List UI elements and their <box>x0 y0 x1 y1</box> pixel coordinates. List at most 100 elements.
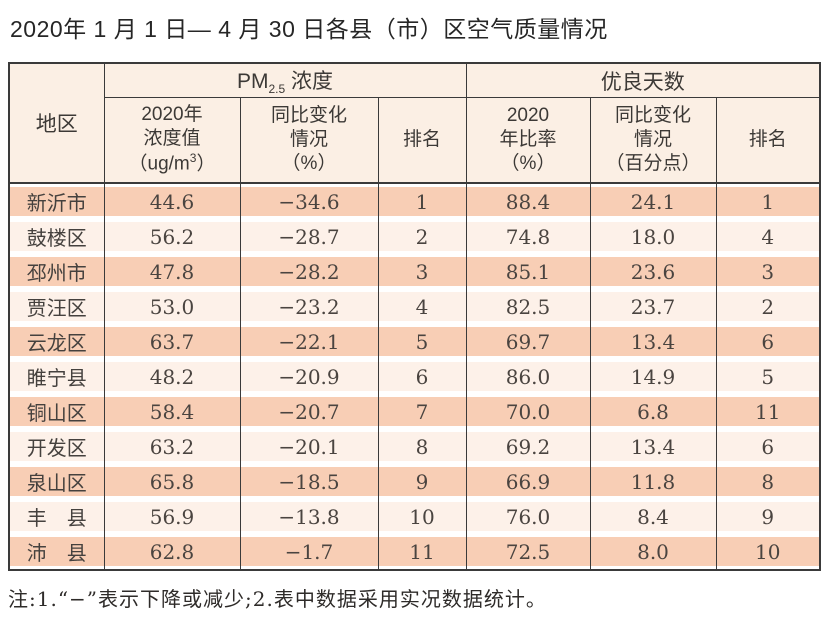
pm-rank-cell: 3 <box>377 254 467 289</box>
days-change-cell: 11.8 <box>589 464 717 499</box>
pm-value-cell: 65.8 <box>103 464 241 499</box>
header-region: 地区 <box>8 63 105 183</box>
region-cell: 丰 县 <box>8 499 105 534</box>
days-rank-cell: 10 <box>715 534 821 570</box>
header-sub-row: 2020年 浓度值 （ug/m3） 同比变化 情况 （%） 排名 2020 年比… <box>9 97 821 183</box>
footnote: 注:1.“−”表示下降或减少;2.表中数据采用实况数据统计。 <box>8 587 547 611</box>
days-rank-cell: 9 <box>715 499 821 534</box>
region-cell: 鼓楼区 <box>8 219 105 254</box>
pm-change-cell: −20.7 <box>239 394 379 429</box>
pm-rank-cell: 4 <box>377 289 467 324</box>
table-row: 鼓楼区 56.2 −28.7 2 74.8 18.0 4 <box>8 219 821 254</box>
region-cell: 睢宁县 <box>8 359 105 394</box>
pm-change-cell: −20.9 <box>239 359 379 394</box>
unit-close: ） <box>196 153 216 175</box>
days-rank-cell: 1 <box>715 183 821 219</box>
days-ratio-cell: 72.5 <box>465 534 591 570</box>
header-line: 2020 <box>506 104 550 126</box>
header-line: 情况 <box>289 128 328 150</box>
pm-subscript: 2.5 <box>268 82 286 97</box>
header-days-ratio: 2020 年比率 （%） <box>465 97 591 183</box>
days-rank-cell: 5 <box>715 359 821 394</box>
days-rank-cell: 3 <box>715 254 821 289</box>
table-row: 睢宁县 48.2 −20.9 6 86.0 14.9 5 <box>8 359 821 394</box>
pm-value-cell: 56.9 <box>103 499 241 534</box>
pm-change-cell: −1.7 <box>239 534 379 570</box>
days-ratio-cell: 66.9 <box>465 464 591 499</box>
pm25-group-label: PM2.5 浓度 <box>236 69 334 97</box>
pm-change-cell: −28.7 <box>239 219 379 254</box>
region-cell: 泉山区 <box>8 464 105 499</box>
pm-rank-cell: 2 <box>377 219 467 254</box>
header-group-good-days: 优良天数 <box>465 63 821 98</box>
region-cell: 贾汪区 <box>8 289 105 324</box>
table-row: 丰 县 56.9 −13.8 10 76.0 8.4 9 <box>8 499 821 534</box>
days-ratio-cell: 69.2 <box>465 429 591 464</box>
unit-text: （ug/m <box>128 153 190 175</box>
pm-rank-cell: 11 <box>377 534 467 570</box>
table-header: 地区 PM2.5 浓度 优良天数 2020年 浓度值 （ug/m3） 同比变化 … <box>8 63 821 183</box>
header-line: 浓度值 <box>143 128 201 150</box>
table-row: 邳州市 47.8 −28.2 3 85.1 23.6 3 <box>8 254 821 289</box>
header-line: （%） <box>281 153 337 175</box>
header-days-change: 同比变化 情况 （百分点） <box>589 97 717 183</box>
days-change-cell: 8.4 <box>589 499 717 534</box>
pm-value-cell: 63.7 <box>103 324 241 359</box>
days-change-cell: 23.6 <box>589 254 717 289</box>
table-body: 新沂市 44.6 −34.6 1 88.4 24.1 1 鼓楼区 56.2 −28.7 2 74.8 1… <box>8 183 821 570</box>
header-days-rank: 排名 <box>715 97 821 183</box>
days-change-cell: 6.8 <box>589 394 717 429</box>
table-row: 新沂市 44.6 −34.6 1 88.4 24.1 1 <box>8 183 821 219</box>
days-ratio-cell: 85.1 <box>465 254 591 289</box>
pm-rank-cell: 6 <box>377 359 467 394</box>
header-line: （百分点） <box>605 153 701 175</box>
days-change-cell: 8.0 <box>589 534 717 570</box>
pm-rank-cell: 9 <box>377 464 467 499</box>
header-pm-value: 2020年 浓度值 （ug/m3） <box>103 97 241 183</box>
pm-rank-cell: 7 <box>377 394 467 429</box>
header-line: 同比变化 <box>614 104 691 126</box>
region-cell: 云龙区 <box>8 324 105 359</box>
header-pm-change: 同比变化 情况 （%） <box>239 97 379 183</box>
header-line: 情况 <box>633 128 672 150</box>
header-line: 年比率 <box>499 128 557 150</box>
header-line: （%） <box>500 153 556 175</box>
days-rank-cell: 2 <box>715 289 821 324</box>
days-rank-cell: 4 <box>715 219 821 254</box>
pm-change-cell: −13.8 <box>239 499 379 534</box>
region-cell: 新沂市 <box>8 183 105 219</box>
pm-change-cell: −18.5 <box>239 464 379 499</box>
region-cell: 邳州市 <box>8 254 105 289</box>
table-row: 沛 县 62.8 −1.7 11 72.5 8.0 10 <box>8 534 821 570</box>
days-change-cell: 23.7 <box>589 289 717 324</box>
pm-suffix: 浓度 <box>285 69 334 93</box>
pm-value-cell: 47.8 <box>103 254 241 289</box>
header-line: 2020年 <box>141 103 203 125</box>
table-row: 开发区 63.2 −20.1 8 69.2 13.4 6 <box>8 429 821 464</box>
table-row: 云龙区 63.7 −22.1 5 69.7 13.4 6 <box>8 324 821 359</box>
pm-value-cell: 53.0 <box>103 289 241 324</box>
pm-value-cell: 56.2 <box>103 219 241 254</box>
pm-change-cell: −20.1 <box>239 429 379 464</box>
unit-superscript: 3 <box>189 151 197 166</box>
header-group-pm25: PM2.5 浓度 <box>103 63 467 98</box>
pm-text: PM <box>236 69 269 93</box>
days-change-cell: 18.0 <box>589 219 717 254</box>
header-pm-rank: 排名 <box>377 97 467 183</box>
days-change-cell: 24.1 <box>589 183 717 219</box>
region-cell: 沛 县 <box>8 534 105 570</box>
days-rank-cell: 11 <box>715 394 821 429</box>
air-quality-table: 地区 PM2.5 浓度 优良天数 2020年 浓度值 （ug/m3） 同比变化 … <box>8 62 821 571</box>
pm-rank-cell: 1 <box>377 183 467 219</box>
days-ratio-cell: 86.0 <box>465 359 591 394</box>
days-ratio-cell: 69.7 <box>465 324 591 359</box>
days-change-cell: 13.4 <box>589 429 717 464</box>
days-ratio-cell: 88.4 <box>465 183 591 219</box>
days-change-cell: 13.4 <box>589 324 717 359</box>
pm-change-cell: −22.1 <box>239 324 379 359</box>
table-row: 泉山区 65.8 −18.5 9 66.9 11.8 8 <box>8 464 821 499</box>
days-ratio-cell: 74.8 <box>465 219 591 254</box>
pm-value-cell: 44.6 <box>103 183 241 219</box>
pm-value-cell: 62.8 <box>103 534 241 570</box>
